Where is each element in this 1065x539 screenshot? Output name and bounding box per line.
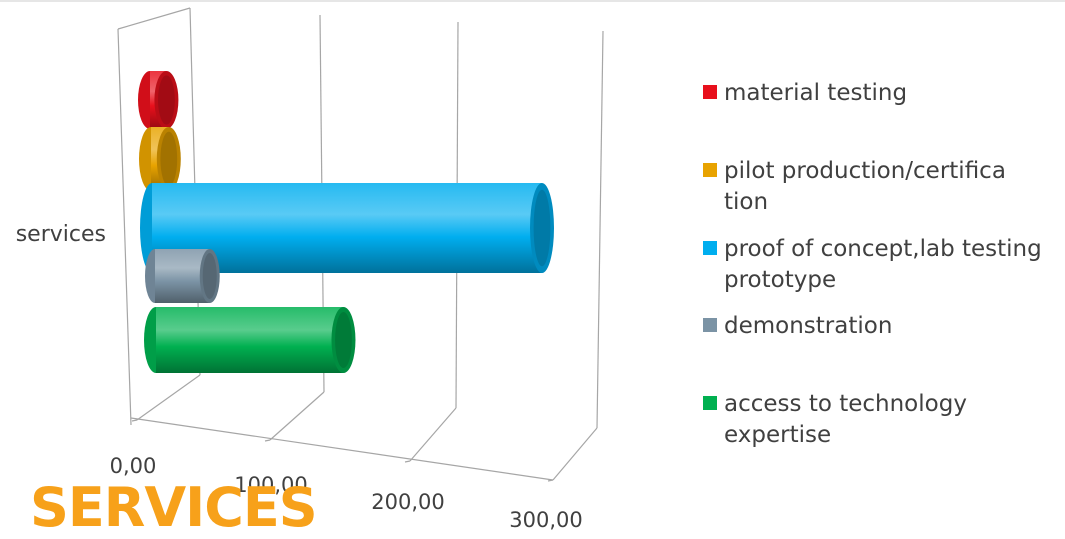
category-label: services [16, 222, 106, 247]
gridline-floor [269, 391, 325, 441]
gridline-vertical [596, 30, 604, 429]
x-tick-label: 0,00 [110, 454, 157, 478]
legend-label: material testing [724, 80, 908, 106]
legend-item-pilot-production: pilot production/certification [703, 156, 1023, 218]
legend-label: pilot production/certification [724, 158, 1006, 215]
bar-right-cap-inner [158, 75, 175, 125]
legend-label: proof of concept,lab testing prototype [724, 236, 1042, 293]
legend-swatch [703, 85, 717, 99]
x-axis-ticks: 0,00 100,00 200,00 300,00 [110, 454, 583, 532]
bar-right-cap-inner [533, 189, 551, 267]
legend-item-demonstration: demonstration [703, 311, 892, 342]
bar-demonstration [145, 249, 220, 303]
bar-right-cap-inner [160, 131, 178, 187]
x-axis-tick-mark [264, 439, 271, 442]
legend-item-proof-of-concept: proof of concept,lab testing prototype [703, 234, 1063, 296]
page-title: SERVICES [30, 476, 318, 539]
gridline-floor [552, 427, 598, 481]
x-axis-tick-mark [131, 419, 138, 422]
back-wall-top-edge [117, 7, 191, 30]
x-axis-line [130, 417, 554, 481]
legend-swatch [703, 396, 717, 410]
x-axis-tick-mark [404, 460, 411, 463]
x-tick-label: 200,00 [371, 490, 444, 514]
legend-swatch [703, 163, 717, 177]
bar-body [156, 307, 344, 373]
legend-swatch [703, 241, 717, 255]
legend-swatch [703, 318, 717, 332]
gridline-floor [409, 407, 457, 462]
bar-access-to-technology [144, 307, 356, 373]
bar-body [152, 183, 542, 273]
side-wall-edge [117, 28, 132, 426]
legend-item-material-testing: material testing [703, 78, 907, 109]
bar-right-cap-inner [335, 311, 352, 369]
bars [138, 71, 554, 373]
x-axis-tick-mark [547, 479, 554, 482]
legend-item-access-to-technology: access to technology expertise [703, 389, 1003, 451]
bar-body [155, 249, 210, 303]
legend-label: access to technology expertise [724, 391, 967, 448]
bar-material-testing [138, 71, 179, 129]
bar-right-cap-inner [202, 253, 217, 299]
gridline-floor [136, 374, 201, 421]
bar-pilot-production [139, 127, 181, 191]
top-divider [0, 0, 1065, 2]
x-tick-label: 300,00 [509, 508, 582, 532]
x-tick-label: 100,00 [234, 473, 307, 497]
legend-label: demonstration [724, 313, 893, 339]
